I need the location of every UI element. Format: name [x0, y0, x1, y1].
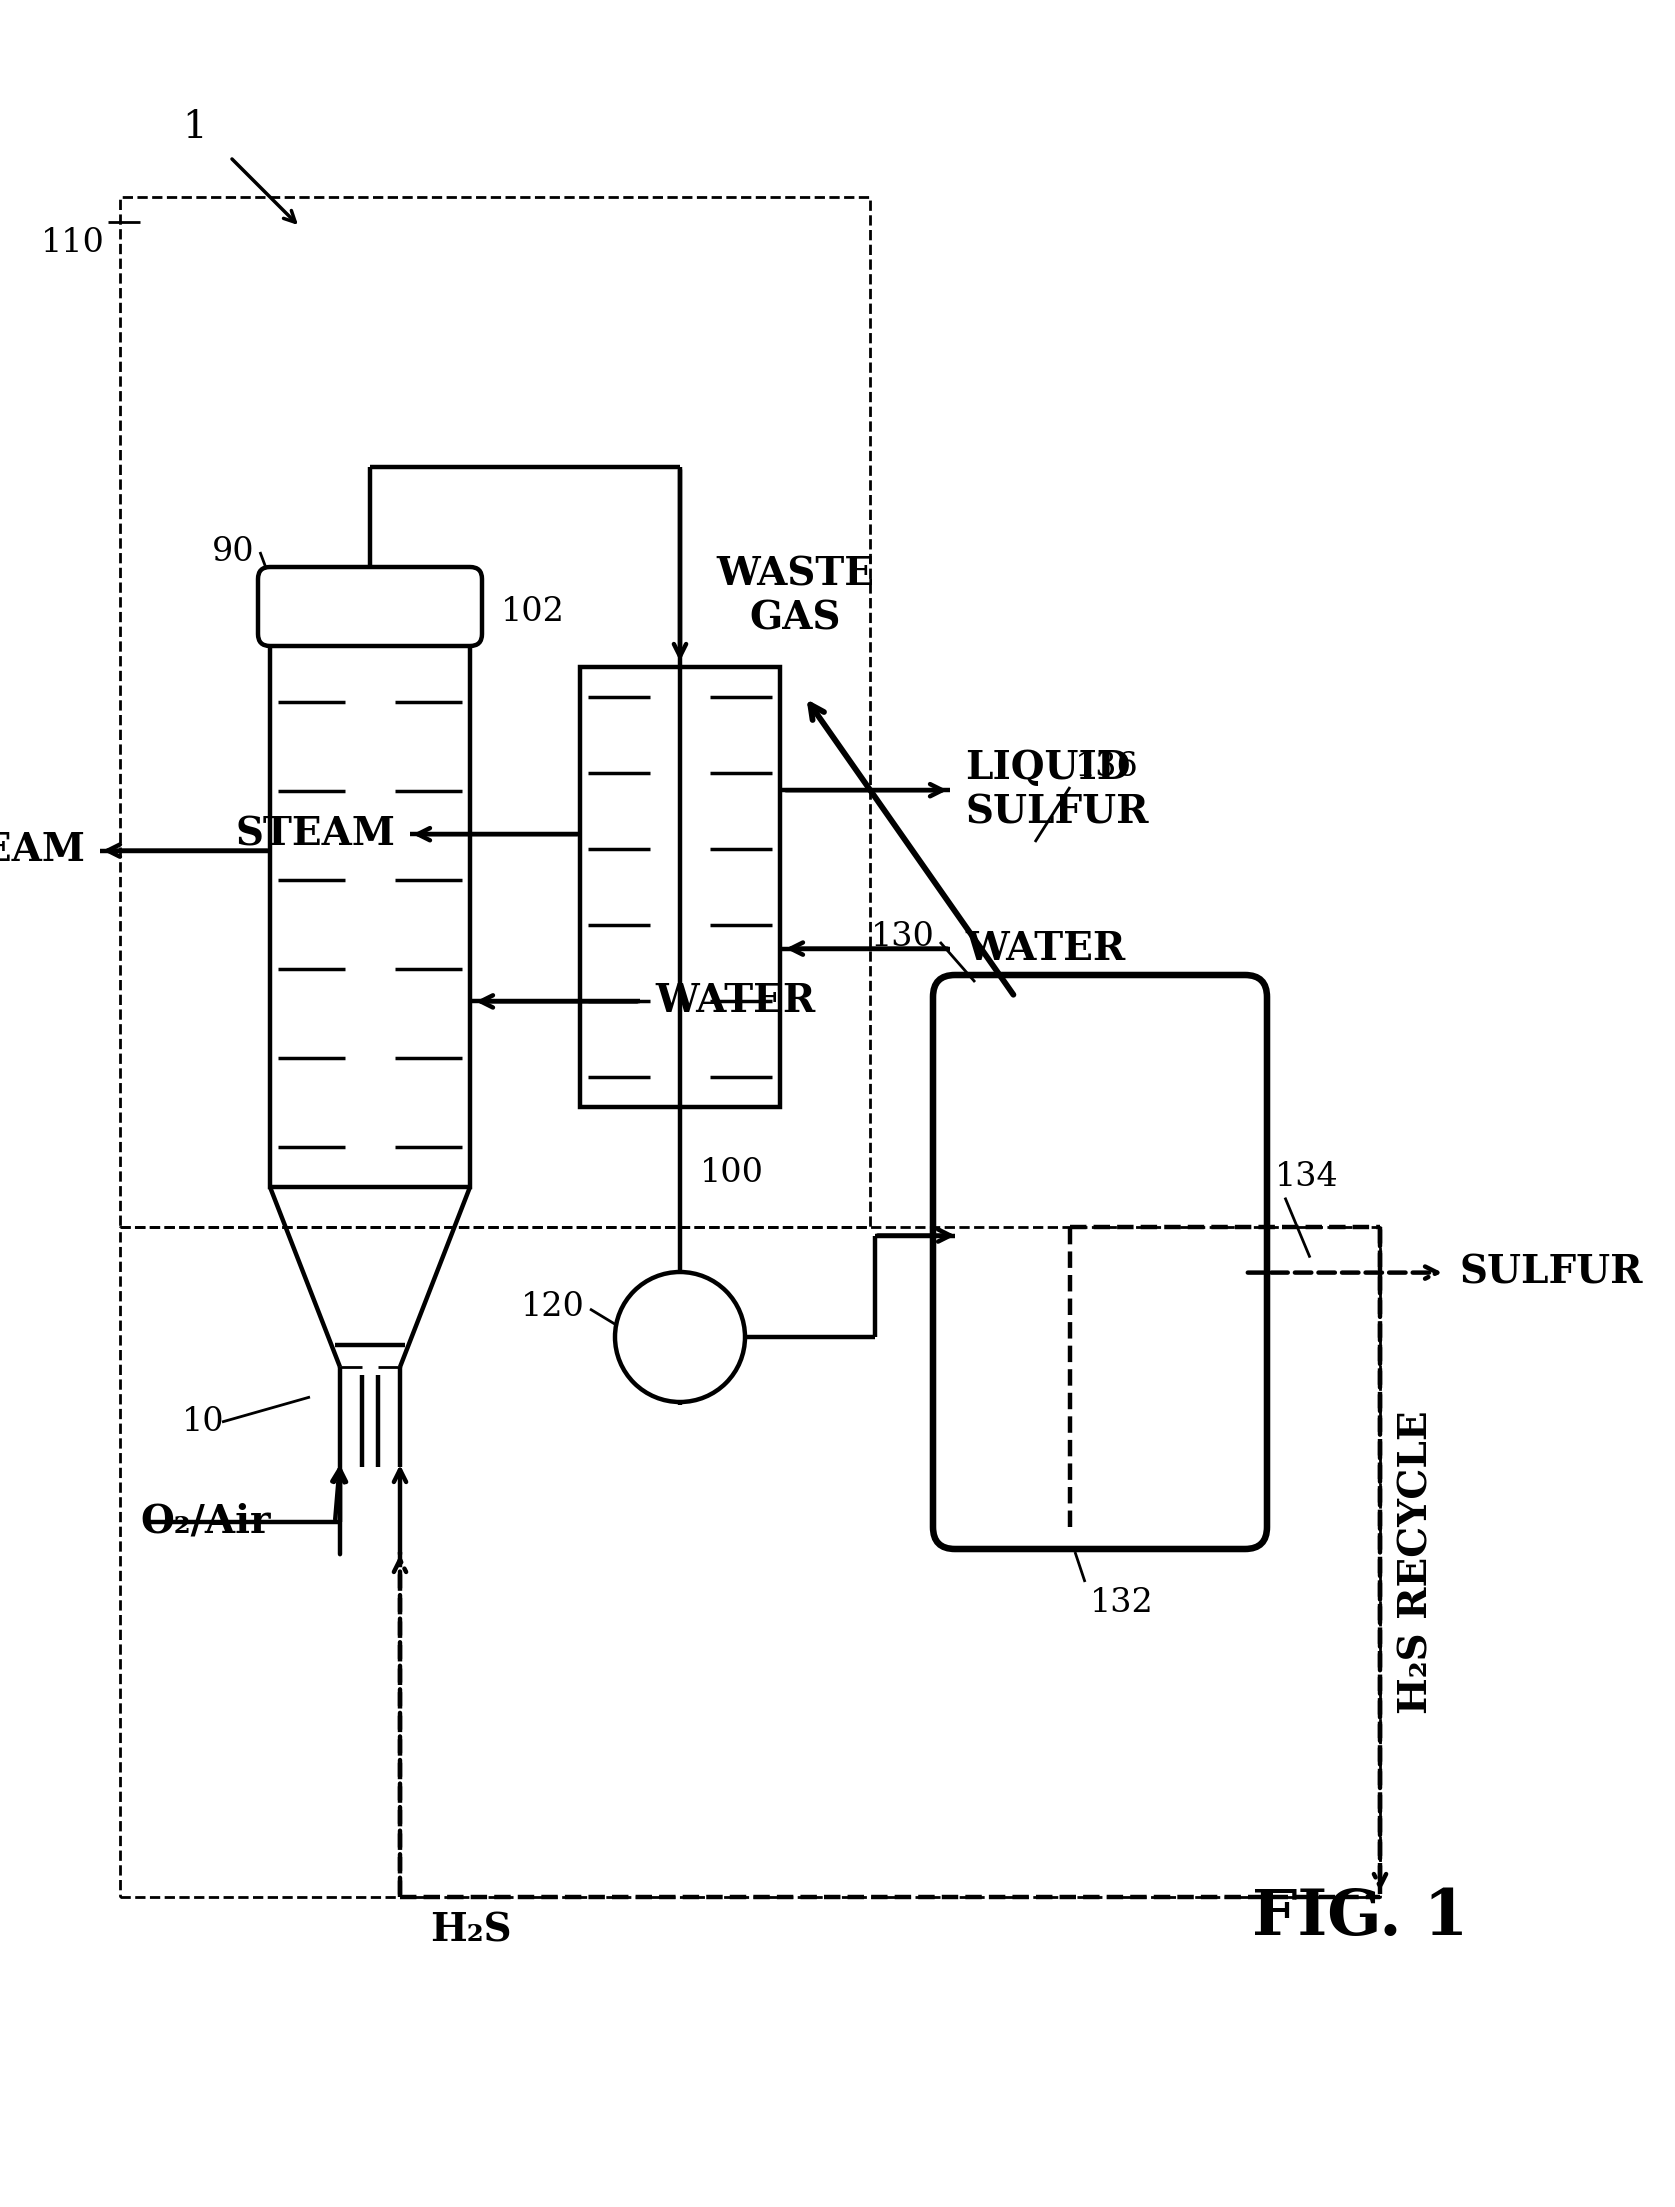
Text: STEAM: STEAM [235, 814, 395, 854]
Text: FIG. 1: FIG. 1 [1251, 1887, 1467, 1947]
Text: WASTE
GAS: WASTE GAS [715, 554, 874, 638]
Bar [580, 667, 781, 1108]
Text: SULFUR: SULFUR [1461, 1254, 1643, 1291]
Text: H₂S: H₂S [430, 1911, 511, 1951]
Text: WATER: WATER [655, 982, 816, 1020]
Text: 132: 132 [1090, 1587, 1154, 1620]
Text: 134: 134 [1275, 1161, 1338, 1192]
Text: 102: 102 [501, 596, 564, 629]
Text: 90: 90 [213, 536, 255, 567]
Circle shape [615, 1271, 745, 1401]
Bar [270, 633, 471, 1187]
Text: 1: 1 [183, 108, 208, 146]
Text: 110: 110 [42, 227, 106, 258]
Text: 136: 136 [1075, 750, 1139, 783]
Text: O₂/Air: O₂/Air [141, 1503, 270, 1540]
FancyBboxPatch shape [258, 567, 482, 647]
Text: STEAM: STEAM [0, 832, 85, 870]
Text: 130: 130 [871, 920, 935, 953]
Text: LIQUID
SULFUR: LIQUID SULFUR [965, 748, 1149, 832]
Text: 100: 100 [700, 1156, 764, 1190]
FancyBboxPatch shape [933, 975, 1266, 1549]
Text: 120: 120 [521, 1291, 585, 1322]
Text: H₂S RECYCLE: H₂S RECYCLE [1399, 1410, 1435, 1715]
Text: WATER: WATER [965, 929, 1126, 967]
Text: 10: 10 [183, 1406, 224, 1439]
